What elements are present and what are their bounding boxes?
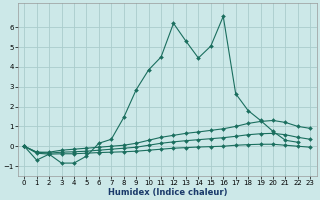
X-axis label: Humidex (Indice chaleur): Humidex (Indice chaleur) — [108, 188, 227, 197]
